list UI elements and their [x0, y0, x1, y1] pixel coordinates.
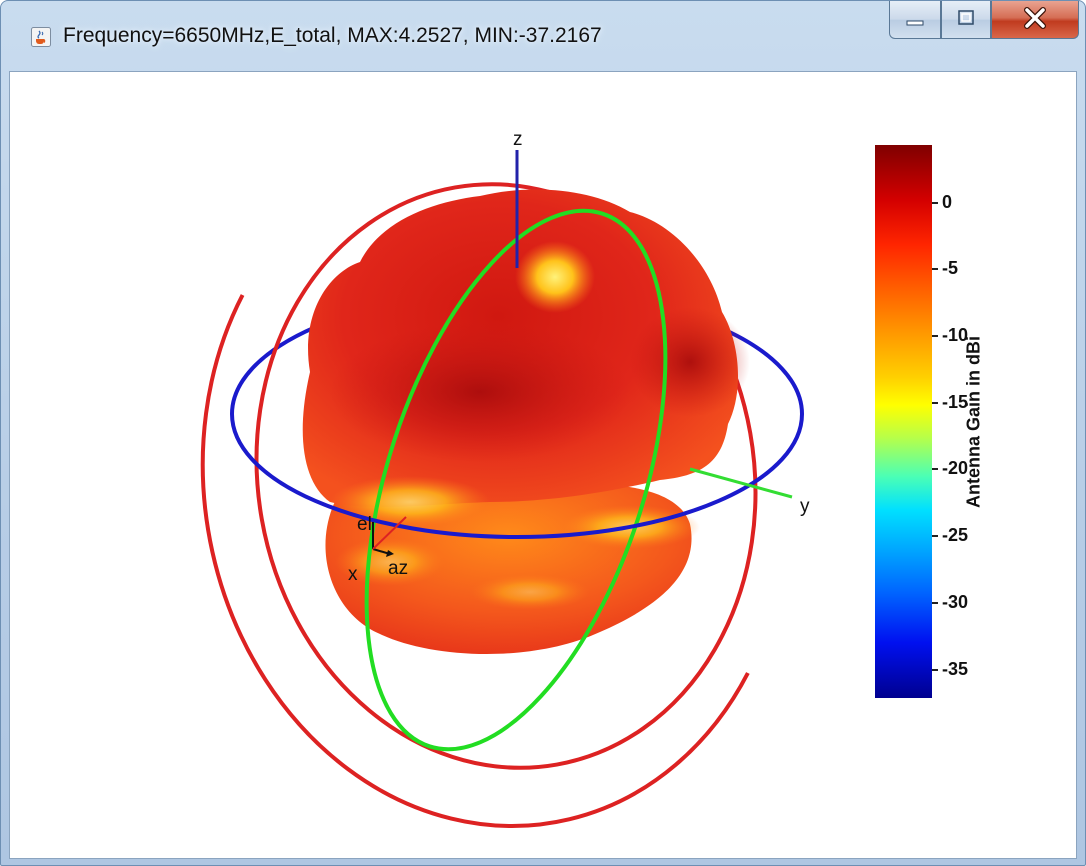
colorbar-tick-label: -10 [942, 325, 969, 345]
colorbar-tick [932, 268, 938, 270]
colorbar-tick-label: -5 [942, 258, 959, 278]
pattern-hot-band [330, 476, 490, 528]
window-title: Frequency=6650MHz,E_total, MAX:4.2527, M… [63, 24, 602, 47]
colorbar-tick [932, 202, 938, 204]
java-coffee-icon[interactable] [31, 27, 51, 47]
pattern-dark-region [330, 322, 630, 462]
colorbar-tick [932, 669, 938, 671]
az-axis-label: az [388, 558, 409, 579]
close-button[interactable] [991, 1, 1079, 39]
colorbar-tick [932, 402, 938, 404]
colorbar-title-text: Antenna Gain in dBi [963, 335, 984, 509]
pattern-hot-band [335, 538, 445, 586]
maximize-button[interactable] [941, 1, 991, 39]
plot-area: z y x az el 0 -5 -10 -15 -20 -25 -30 -35… [9, 71, 1077, 859]
y-axis-label: y [800, 496, 810, 517]
colorbar [875, 145, 932, 698]
x-axis-label: x [348, 564, 358, 585]
elevation-ring-red-back [254, 182, 758, 770]
colorbar-tick [932, 335, 938, 337]
colorbar-tick [932, 602, 938, 604]
title-bar[interactable]: Frequency=6650MHz,E_total, MAX:4.2527, M… [1, 1, 1085, 71]
pattern-hot-band [470, 574, 590, 610]
colorbar-tick-label: -15 [942, 392, 969, 412]
azimuth-ring-front [230, 413, 804, 539]
radiation-pattern-plot[interactable] [10, 72, 1076, 858]
el-axis-label: el [357, 514, 372, 535]
pattern-hot-spot-top [515, 241, 595, 313]
colorbar-tick [932, 535, 938, 537]
colorbar-tick-label: -35 [942, 659, 969, 679]
az-arrow-icon [386, 550, 394, 557]
colorbar-tick [932, 468, 938, 470]
window-controls [889, 1, 1079, 41]
z-axis-label: z [513, 129, 523, 150]
elevation-ring-green [364, 208, 668, 752]
minimize-button[interactable] [889, 1, 941, 39]
minimize-icon [906, 20, 924, 26]
pattern-dark-region [630, 307, 750, 417]
colorbar-tick-label: -20 [942, 458, 969, 478]
maximize-icon [958, 10, 974, 25]
colorbar-tick-label: 0 [942, 192, 953, 212]
colorbar-tick-label: -25 [942, 525, 969, 545]
y-axis-line [689, 467, 793, 499]
x-axis-marker [372, 516, 407, 550]
colorbar-tick-label: -30 [942, 592, 969, 612]
close-icon [1024, 7, 1046, 29]
elevation-ring-red-front [200, 294, 750, 829]
